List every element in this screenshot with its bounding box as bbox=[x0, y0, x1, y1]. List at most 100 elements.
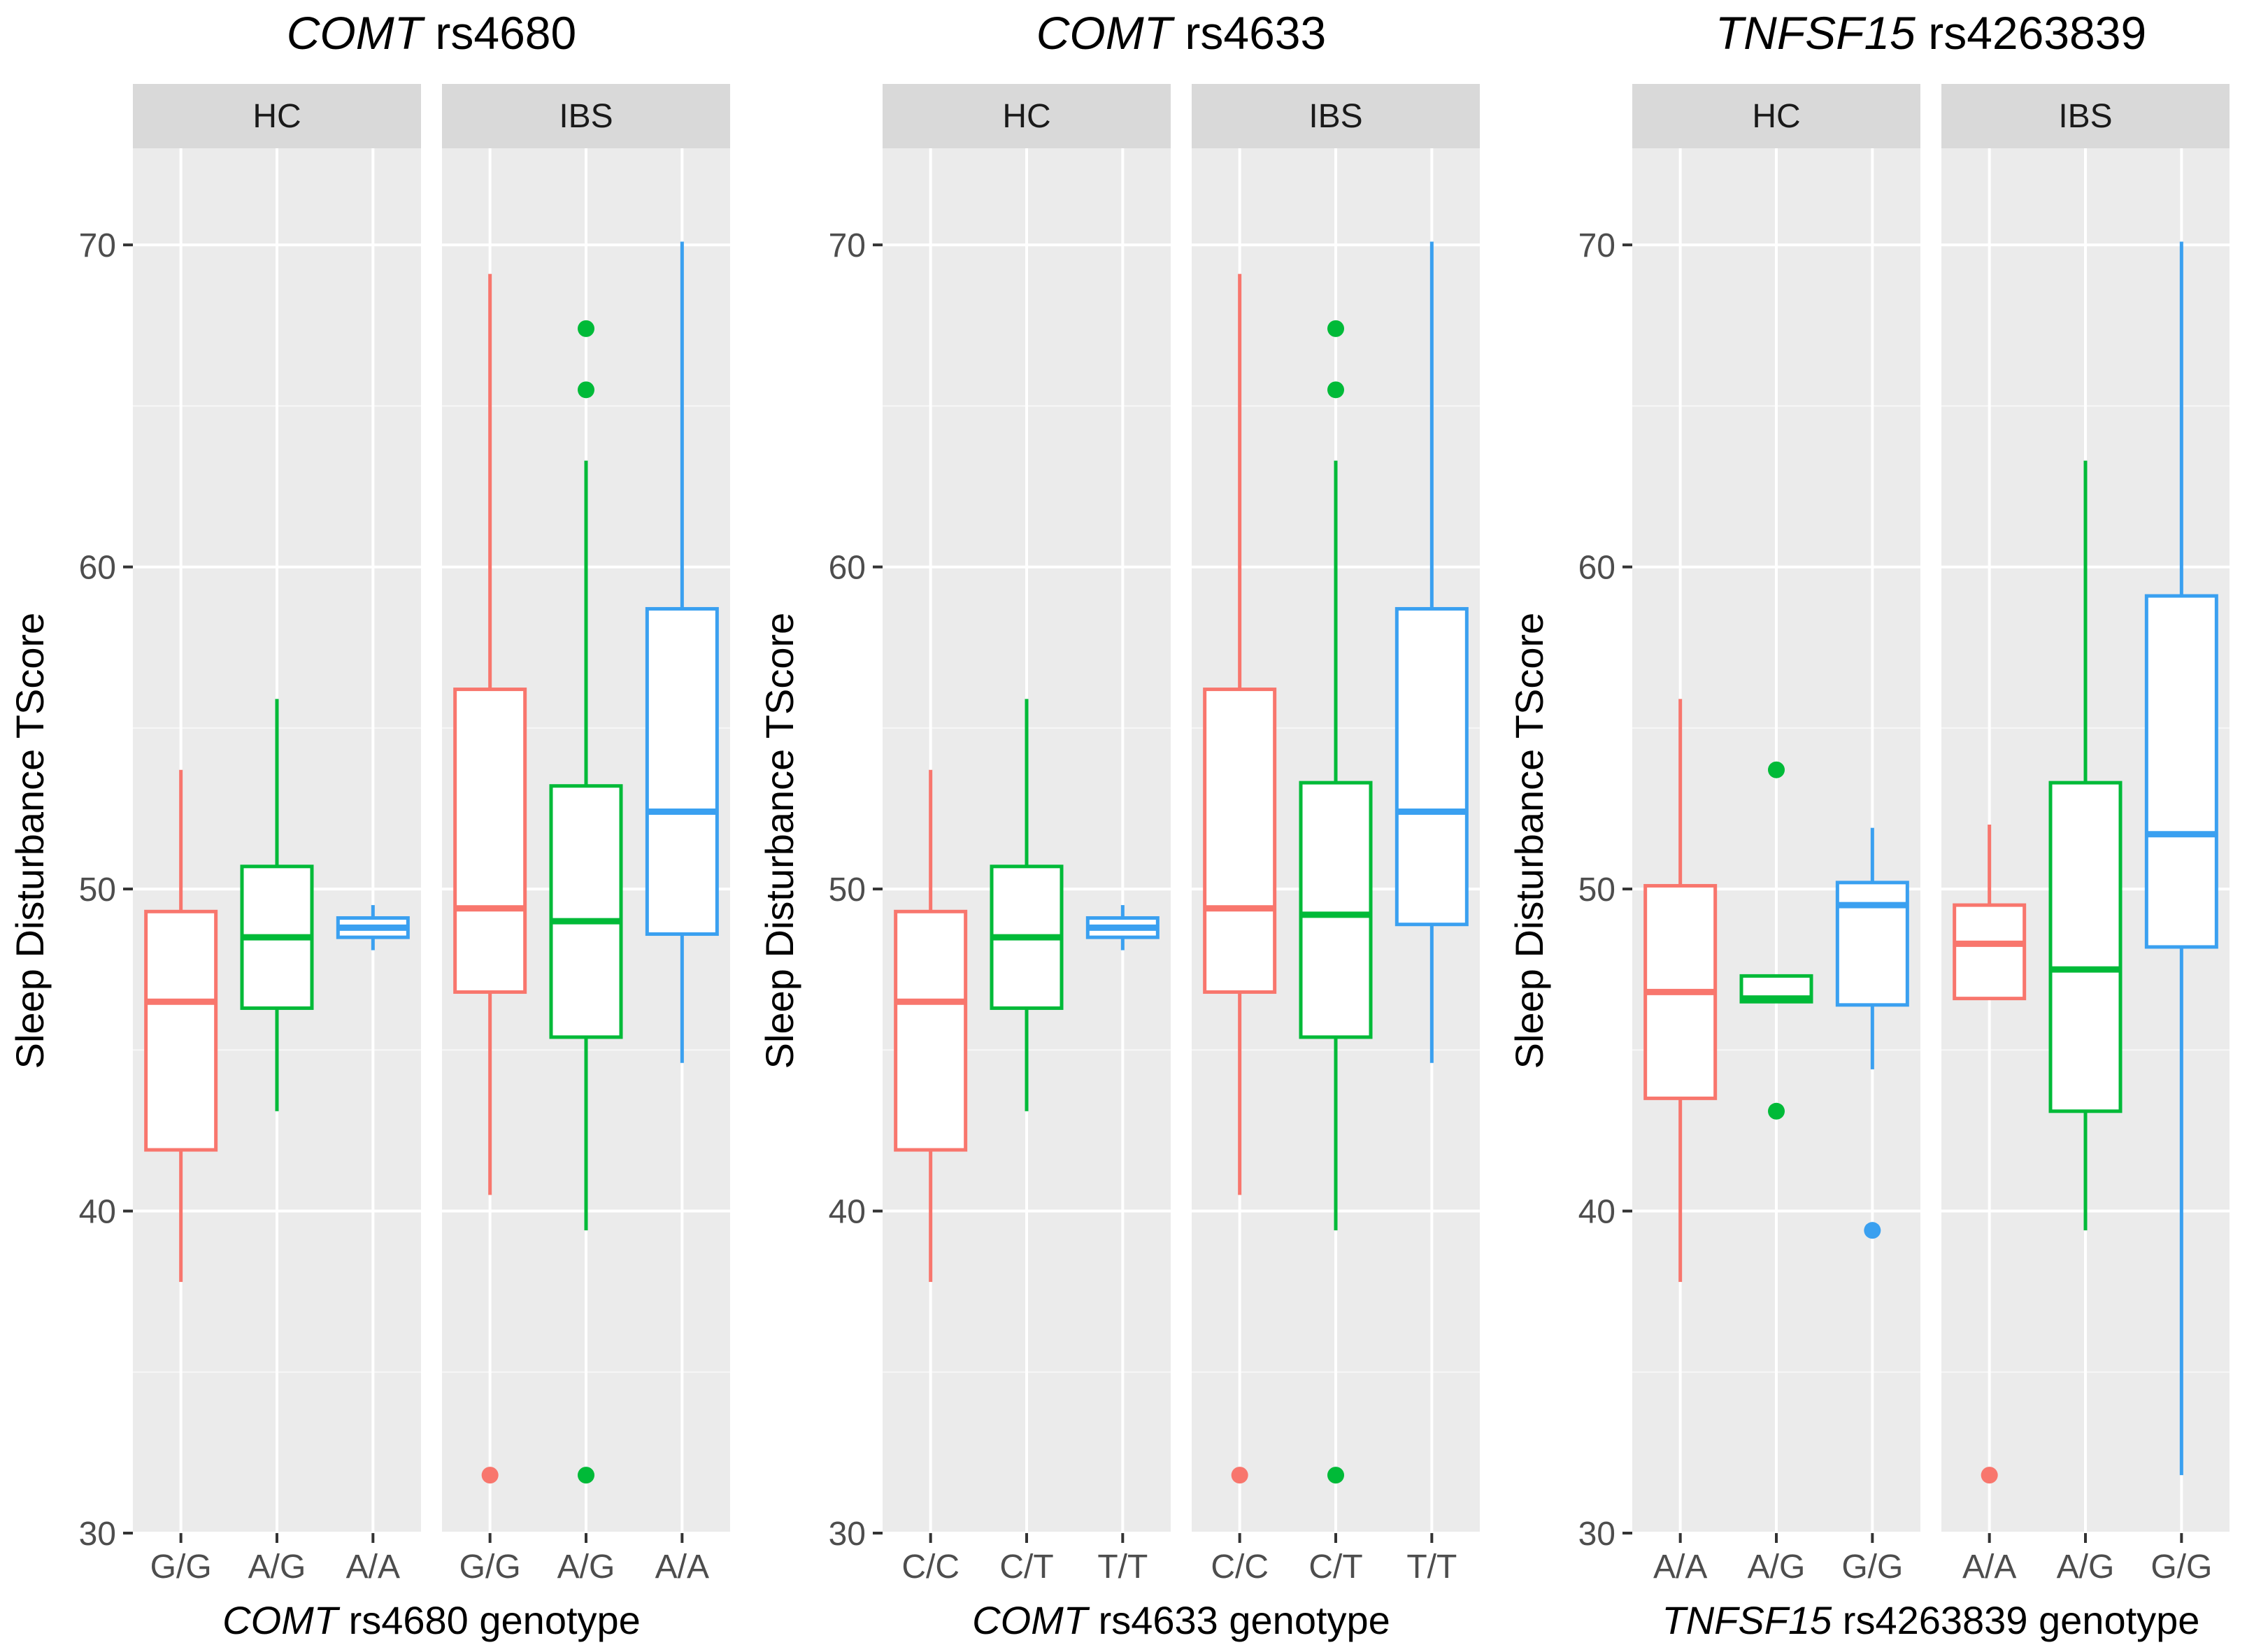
outlier-point bbox=[1327, 381, 1344, 399]
iqr-box bbox=[549, 784, 623, 1039]
facet-ibs: IBS C/C C/T T/T bbox=[1192, 84, 1480, 1586]
y-tick-label: 30 bbox=[79, 1516, 116, 1553]
title-snp: rs4680 bbox=[435, 7, 576, 59]
x-tick-label: G/G bbox=[2150, 1548, 2212, 1586]
box-a-a bbox=[336, 905, 410, 950]
facet-strip-label: HC bbox=[1002, 98, 1050, 135]
x-tick-label: G/G bbox=[150, 1548, 212, 1586]
box-a-g bbox=[549, 320, 623, 1484]
y-tick-label: 40 bbox=[79, 1194, 116, 1231]
chart-title: COMT rs4680 bbox=[287, 7, 576, 59]
iqr-box bbox=[1953, 903, 2027, 1001]
facet-strip bbox=[1941, 84, 2230, 148]
box-a-a bbox=[1953, 824, 2027, 1484]
xlabel-rest: rs4263839 genotype bbox=[1843, 1598, 2200, 1642]
x-tick-label: T/T bbox=[1406, 1548, 1457, 1586]
y-axis-title: Sleep Disturbance TScore bbox=[8, 613, 52, 1069]
x-tick-label: C/T bbox=[999, 1548, 1053, 1586]
title-snp: rs4263839 bbox=[1928, 7, 2146, 59]
iqr-box bbox=[1835, 881, 1909, 1007]
box-c-t bbox=[990, 699, 1064, 1111]
box-g-g bbox=[144, 769, 218, 1282]
y-tick-label: 40 bbox=[829, 1194, 866, 1231]
outlier-point bbox=[578, 320, 594, 337]
outlier-point bbox=[1864, 1222, 1881, 1239]
title-gene: COMT bbox=[1036, 7, 1176, 59]
title-gene: COMT bbox=[287, 7, 426, 59]
box-c-t bbox=[1299, 320, 1373, 1484]
box-c-c bbox=[894, 769, 968, 1282]
chart-2: COMT rs4633 Sleep Disturbance TScore 30 40 5… bbox=[757, 7, 1480, 1642]
box-g-g bbox=[2144, 241, 2218, 1476]
x-axis-title: TNFSF15 rs4263839 genotype bbox=[1662, 1598, 2200, 1642]
facet-strip bbox=[1632, 84, 1920, 148]
y-tick-label: 70 bbox=[79, 227, 116, 264]
y-tick-label: 60 bbox=[79, 550, 116, 587]
y-tick-label: 30 bbox=[829, 1516, 866, 1553]
iqr-box bbox=[144, 909, 218, 1152]
outlier-point bbox=[1768, 1102, 1785, 1120]
box-t-t bbox=[1085, 905, 1160, 950]
title-gene: TNFSF15 bbox=[1715, 7, 1916, 59]
y-tick-label: 70 bbox=[1578, 227, 1615, 264]
box-c-c bbox=[1203, 273, 1277, 1484]
outlier-point bbox=[1231, 1467, 1248, 1484]
chart-title: TNFSF15 rs4263839 bbox=[1715, 7, 2146, 59]
x-tick-label: C/C bbox=[901, 1548, 960, 1586]
outlier-point bbox=[1327, 1467, 1344, 1484]
facet-hc: HC C/C C/T T/T bbox=[883, 84, 1171, 1586]
facet-ibs: IBS A/A A/G G/G bbox=[1941, 84, 2230, 1586]
y-tick-label: 70 bbox=[829, 227, 866, 264]
xlabel-gene: COMT bbox=[972, 1598, 1090, 1642]
facet-hc: HC G/G A/G A/A bbox=[133, 84, 421, 1586]
facet-strip-label: IBS bbox=[559, 98, 613, 135]
x-tick-label: A/G bbox=[2057, 1548, 2115, 1586]
y-axis-title: Sleep Disturbance TScore bbox=[1507, 613, 1551, 1069]
x-axis-title: COMT rs4680 genotype bbox=[222, 1598, 641, 1642]
box-a-a bbox=[645, 241, 719, 1063]
box-a-g bbox=[1739, 761, 1813, 1120]
facet-strip bbox=[442, 84, 730, 148]
facet-strip-label: IBS bbox=[1308, 98, 1362, 135]
x-tick-label: A/G bbox=[1748, 1548, 1806, 1586]
outlier-point bbox=[1981, 1467, 1998, 1484]
y-tick-label: 40 bbox=[1578, 1194, 1615, 1231]
box-a-a bbox=[1643, 699, 1718, 1282]
xlabel-gene: COMT bbox=[222, 1598, 341, 1642]
iqr-box bbox=[2144, 594, 2218, 949]
x-tick-label: A/G bbox=[557, 1548, 615, 1586]
y-tick-label: 60 bbox=[1578, 550, 1615, 587]
x-tick-label: A/A bbox=[655, 1548, 709, 1586]
y-tick-label: 50 bbox=[79, 871, 116, 909]
chart-title: COMT rs4633 bbox=[1036, 7, 1326, 59]
outlier-point bbox=[578, 381, 594, 399]
iqr-box bbox=[1299, 781, 1373, 1039]
box-g-g bbox=[1835, 827, 1909, 1239]
y-axis-title: Sleep Disturbance TScore bbox=[757, 613, 801, 1069]
iqr-box bbox=[645, 606, 719, 937]
y-tick-label: 60 bbox=[829, 550, 866, 587]
facet-strip bbox=[883, 84, 1171, 148]
iqr-box bbox=[2048, 781, 2123, 1113]
y-tick-label: 50 bbox=[1578, 871, 1615, 909]
outlier-point bbox=[578, 1467, 594, 1484]
chart-1: COMT rs4680 Sleep Disturbance TScore 30 40 5… bbox=[8, 7, 730, 1642]
x-tick-label: T/T bbox=[1097, 1548, 1148, 1586]
x-tick-label: G/G bbox=[1841, 1548, 1903, 1586]
iqr-box bbox=[1203, 688, 1277, 994]
xlabel-rest: rs4680 genotype bbox=[349, 1598, 641, 1642]
y-tick-label: 30 bbox=[1578, 1516, 1615, 1553]
x-tick-label: A/A bbox=[1653, 1548, 1707, 1586]
x-tick-label: C/C bbox=[1211, 1548, 1269, 1586]
outlier-point bbox=[1768, 761, 1785, 778]
facet-strip bbox=[133, 84, 421, 148]
facet-strip-label: HC bbox=[1752, 98, 1800, 135]
iqr-box bbox=[1394, 606, 1469, 927]
chart-3: TNFSF15 rs4263839 Sleep Disturbance TScor… bbox=[1507, 7, 2230, 1642]
x-tick-label: C/T bbox=[1308, 1548, 1362, 1586]
xlabel-rest: rs4633 genotype bbox=[1099, 1598, 1390, 1642]
facet-strip bbox=[1192, 84, 1480, 148]
outlier-point bbox=[481, 1467, 499, 1484]
x-tick-label: A/A bbox=[346, 1548, 400, 1586]
facet-strip-label: HC bbox=[252, 98, 301, 135]
